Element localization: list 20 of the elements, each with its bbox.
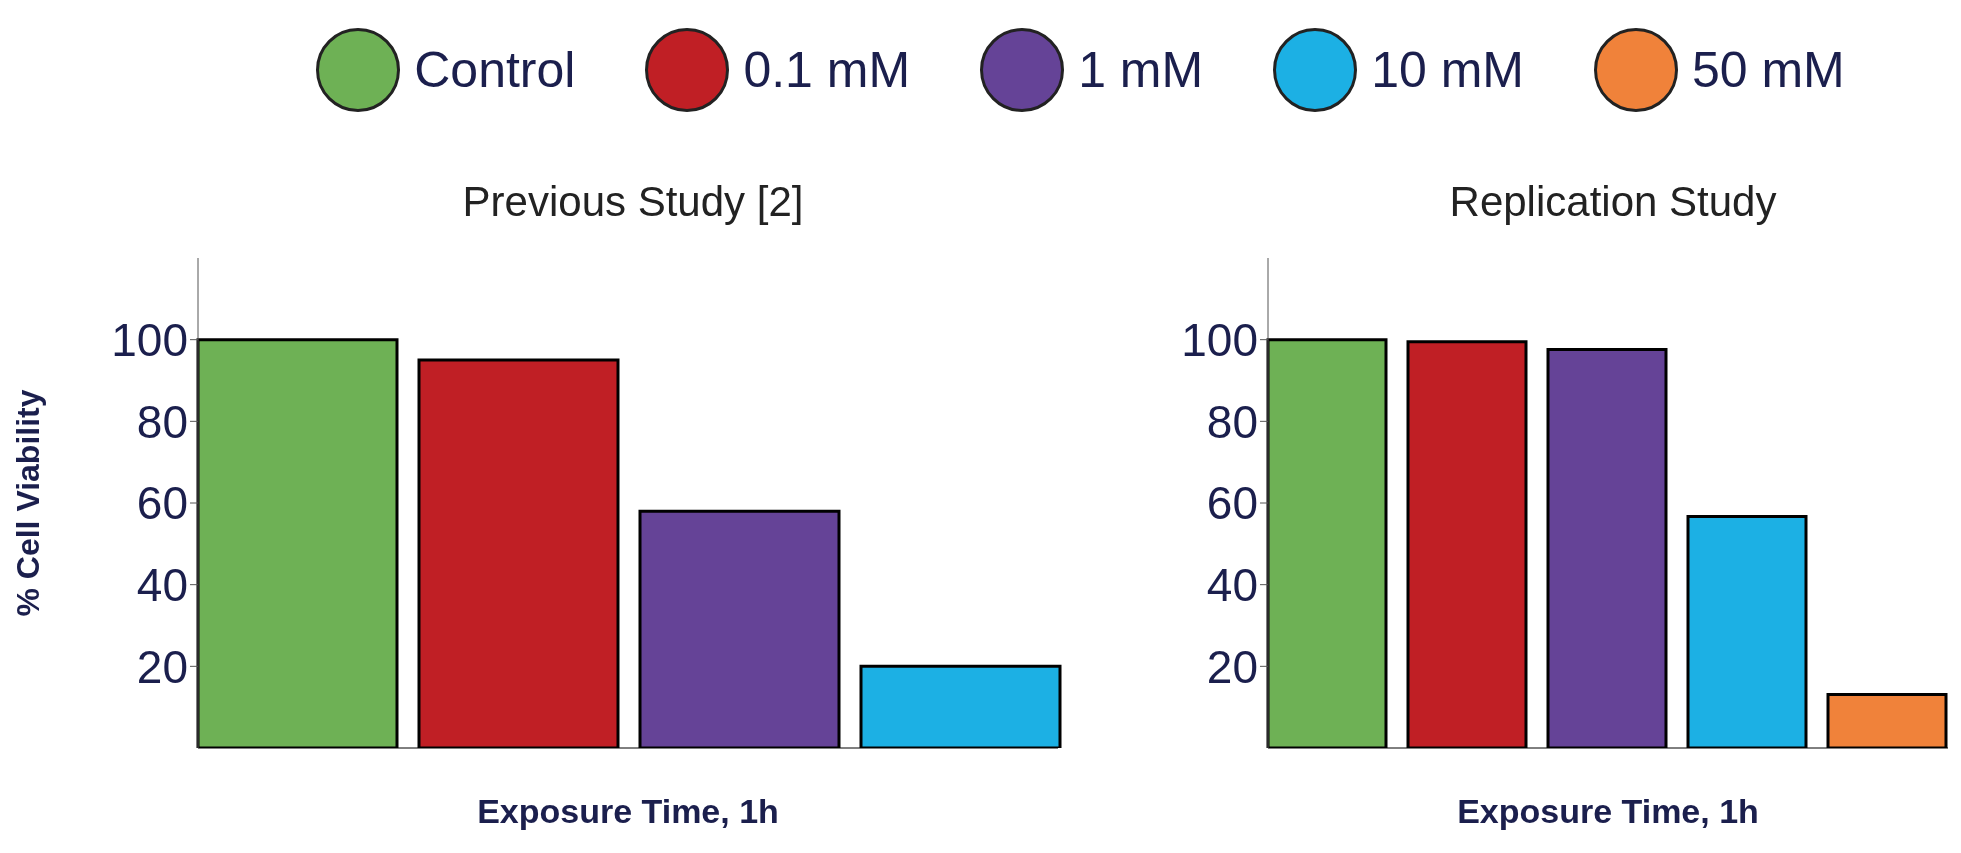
y-tick-label: 40	[1206, 559, 1258, 611]
y-tick-label: 100	[1181, 314, 1258, 366]
legend-label: 1 mM	[1078, 41, 1204, 99]
y-tick-label: 80	[1206, 395, 1258, 448]
y-tick-label: 40	[136, 559, 188, 611]
x-axis-title: Exposure Time, 1h	[1457, 792, 1759, 830]
y-tick-label: 80	[136, 395, 188, 448]
x-axis-title: Exposure Time, 1h	[477, 792, 779, 830]
y-tick-label: 100	[111, 314, 188, 366]
y-axis-title: % Cell Viability	[10, 389, 47, 617]
y-tick-label: 60	[1206, 477, 1258, 530]
y-tick-label: 60	[136, 477, 188, 530]
chart-title: Replication Study	[1448, 178, 1778, 226]
legend-label: 10 mM	[1371, 41, 1524, 99]
legend-label: Control	[414, 41, 576, 99]
y-tick-label: 20	[1206, 640, 1258, 693]
legend-label: 50 mM	[1691, 41, 1845, 99]
chart-title: Previous Study [2]	[461, 178, 805, 226]
y-tick-label: 20	[136, 640, 188, 693]
legend-label: 0.1 mM	[743, 41, 911, 99]
